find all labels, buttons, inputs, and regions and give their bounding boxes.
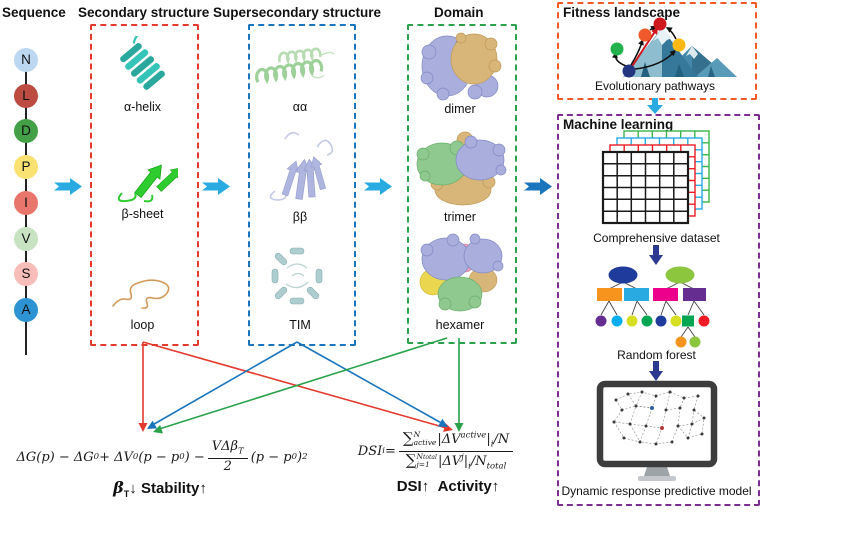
beta-sheet-label: β-sheet [121, 207, 164, 221]
secondary-structure-header: Secondary structure [78, 5, 210, 20]
secondary-structure-box [90, 24, 199, 346]
evolutionary-pathways-caption: Evolutionary pathways [594, 79, 716, 93]
trimer-icon [416, 131, 507, 206]
dimer-icon [420, 32, 502, 101]
flow-arrow-icon [54, 178, 82, 195]
tim-label: TIM [289, 318, 311, 332]
stability-annotation: βT↓ Stability↑ [113, 478, 207, 499]
beta-sheet-icon [117, 164, 178, 203]
predictive-model-caption: Dynamic response predictive model [561, 484, 752, 498]
flow-arrow-icon [202, 178, 230, 195]
domain-box [407, 24, 517, 344]
sequence-column: N L D P I V S A [0, 20, 60, 355]
sequence-header: Sequence [2, 5, 66, 20]
domain-header: Domain [434, 5, 484, 20]
mountain-icon [610, 17, 737, 78]
trimer-label: trimer [444, 210, 476, 224]
alpha-alpha-label: αα [292, 100, 308, 114]
alpha-helix-icon [120, 36, 165, 90]
machine-learning-box [557, 114, 760, 506]
down-arrow-icon [647, 98, 663, 114]
alpha-helix-label: α-helix [123, 100, 162, 114]
monitor-icon [596, 380, 718, 481]
ml-down-arrow-icon [649, 361, 663, 381]
hexamer-icon [419, 233, 504, 312]
dataset-grid-icon [601, 130, 710, 225]
fitness-landscape-title: Fitness landscape [563, 5, 681, 20]
random-forest-caption: Random forest [617, 348, 696, 362]
beta-beta-icon [269, 131, 334, 201]
residue-circle: I [14, 191, 38, 215]
ml-down-arrow-icon [649, 245, 663, 265]
residue-circle: S [14, 262, 38, 286]
comprehensive-dataset-caption: Comprehensive dataset [593, 231, 720, 245]
residue-circle: A [14, 298, 38, 322]
flow-arrow-icon [364, 178, 392, 195]
supersecondary-structure-header: Supersecondary structure [213, 5, 382, 20]
beta-beta-label: ββ [292, 210, 308, 224]
flow-arrow-dark-icon [524, 178, 552, 195]
loop-label: loop [130, 318, 155, 332]
loop-icon [112, 279, 170, 309]
dimer-label: dimer [444, 102, 476, 116]
alpha-alpha-icon [255, 47, 335, 85]
pathway-arrows-icon [138, 337, 464, 434]
residue-circle: P [14, 155, 38, 179]
residue-circle: V [14, 227, 38, 251]
residue-circle: L [14, 84, 38, 108]
hexamer-label: hexamer [435, 318, 485, 332]
residue-circle: N [14, 48, 38, 72]
tim-barrel-icon [271, 247, 323, 305]
residue-circle: D [14, 119, 38, 143]
random-forest-icon [595, 266, 710, 348]
machine-learning-title: Machine learning [563, 117, 674, 132]
activity-annotation: DSI↑ Activity↑ [396, 478, 500, 495]
